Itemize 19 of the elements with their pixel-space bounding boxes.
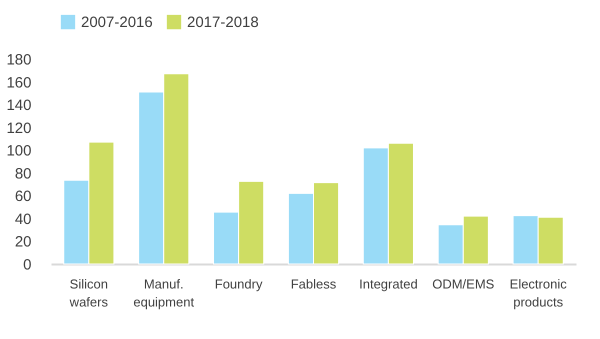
y-tick-label: 100: [6, 142, 32, 160]
x-tick-label: Manuf. equipment: [133, 276, 194, 310]
x-tick-label: ODM/EMS: [432, 276, 495, 292]
x-tick-label: Fabless: [290, 276, 337, 292]
x-tick-label: Electronic products: [510, 276, 568, 310]
legend-label: 2017-2018: [187, 14, 259, 32]
y-tick-label: 0: [23, 256, 32, 274]
y-tick-label: 20: [14, 234, 32, 251]
y-tick-label: 120: [6, 120, 32, 137]
y-tick-label: 180: [6, 52, 32, 68]
legend-label: 2007-2016: [81, 14, 153, 32]
y-tick-label: 60: [14, 188, 32, 206]
y-tick-label: 80: [14, 165, 32, 182]
x-tick-label: Integrated: [359, 276, 418, 292]
y-tick-label: 160: [6, 74, 32, 92]
x-tick-label: Silicon wafers: [68, 276, 108, 310]
x-tick-label: Foundry: [214, 276, 263, 292]
y-tick-label: 40: [14, 210, 32, 228]
y-tick-label: 140: [6, 97, 32, 114]
